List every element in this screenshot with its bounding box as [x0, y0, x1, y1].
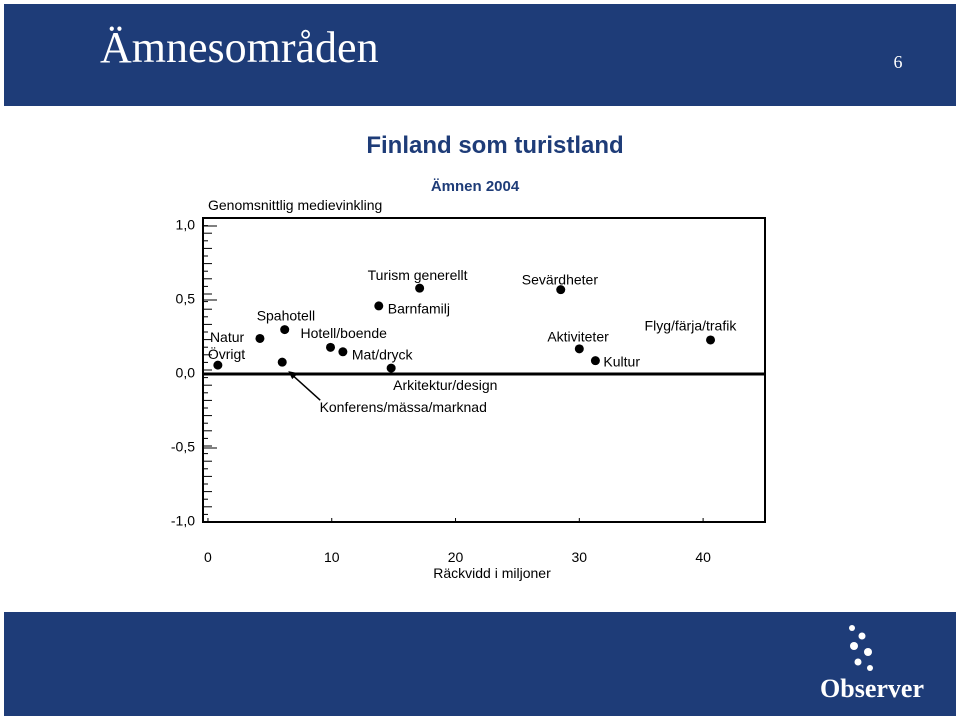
- point: [574, 344, 584, 354]
- point: [338, 347, 348, 357]
- point: [386, 363, 396, 373]
- point-label: Mat/dryck: [352, 347, 414, 363]
- point-label: Spahotell: [257, 307, 315, 323]
- point-label: Konferens/mässa/marknad: [320, 399, 487, 415]
- y-tick-label: 0,5: [176, 291, 196, 307]
- point: [280, 325, 290, 335]
- arrow: [289, 372, 321, 401]
- point: [706, 335, 716, 345]
- point-label: Natur: [210, 329, 245, 345]
- logo-text: Observer: [820, 674, 924, 703]
- point-label: Aktiviteter: [547, 329, 609, 345]
- point-label: Sevärdheter: [522, 271, 599, 287]
- point: [213, 360, 223, 370]
- point-label: Barnfamilj: [388, 301, 450, 317]
- chart-subtitle: Ämnen 2004: [431, 178, 520, 195]
- logo-dots: [849, 625, 873, 671]
- x-tick-label: 0: [204, 549, 212, 565]
- x-tick-label: 30: [572, 549, 588, 565]
- page-number: 6: [894, 52, 903, 72]
- y-tick-label: 1,0: [176, 217, 196, 233]
- point: [326, 342, 336, 352]
- point: [374, 301, 384, 311]
- footer-band: [4, 612, 956, 716]
- point: [590, 356, 600, 366]
- point: [277, 357, 287, 367]
- point: [255, 333, 265, 343]
- point-label: Flyg/färja/trafik: [645, 318, 738, 334]
- y-axis-label: Genomsnittlig medievinkling: [208, 197, 382, 213]
- y-tick-label: -1,0: [171, 513, 195, 529]
- x-tick-label: 20: [448, 549, 464, 565]
- y-tick-label: -0,5: [171, 439, 195, 455]
- point-label: Arkitektur/design: [393, 377, 497, 393]
- x-axis-label: Räckvidd i miljoner: [433, 565, 551, 581]
- point-label: Övrigt: [208, 345, 245, 362]
- chart-title: Finland som turistland: [366, 132, 623, 159]
- slide-title: Ämnesområden: [100, 23, 379, 72]
- header-band: [4, 4, 956, 106]
- x-tick-label: 10: [324, 549, 340, 565]
- point-label: Turism generellt: [368, 267, 468, 283]
- point-label: Hotell/boende: [301, 325, 388, 341]
- arrow-head: [288, 371, 299, 380]
- point: [556, 285, 566, 295]
- point-label: Kultur: [603, 353, 640, 369]
- point: [415, 283, 425, 293]
- x-tick-label: 40: [695, 549, 711, 565]
- plot-area: [202, 217, 766, 523]
- y-tick-label: 0,0: [176, 365, 196, 381]
